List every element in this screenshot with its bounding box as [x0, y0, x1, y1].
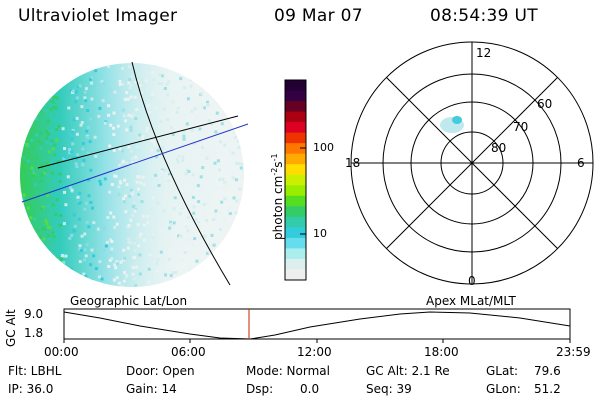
geographic-line — [37, 115, 239, 169]
timeline-tick-0600: 06:00 — [171, 345, 206, 359]
status-gain: Gain: 14 — [126, 382, 177, 396]
polar-label-70: 70 — [513, 120, 529, 134]
timeline-axis-name: GC Alt — [4, 309, 18, 347]
terminator-line — [131, 61, 231, 286]
status-glon-value: 51.2 — [534, 382, 561, 396]
instrument-title: Ultraviolet Imager — [18, 6, 178, 26]
status-gc-alt: GC Alt: 2.1 Re — [366, 364, 450, 378]
polar-label-80: 80 — [491, 141, 507, 155]
polar-label-0: 0 — [468, 274, 476, 288]
timeline-tick-1800: 18:00 — [424, 345, 459, 359]
status-mode: Mode: Normal — [246, 364, 330, 378]
status-dsp-value: 0.0 — [300, 382, 320, 396]
status-seq: Seq: 39 — [366, 382, 412, 396]
timeline-tick-0000: 00:00 — [44, 345, 79, 359]
polar-label-12: 12 — [476, 46, 492, 60]
magnetic-line — [21, 123, 249, 203]
timeline-tick-1200: 12:00 — [297, 345, 332, 359]
status-door: Door: Open — [126, 364, 195, 378]
colorbar-unit-s: s — [271, 161, 285, 168]
polar-label-18: 18 — [345, 156, 361, 170]
status-dsp-label: Dsp: — [246, 382, 274, 396]
status-glat-label: GLat: — [486, 364, 519, 378]
timeline-y-bottom: 1.8 — [24, 326, 44, 340]
colorbar-tick-100: 100 — [313, 141, 334, 154]
polar-plot — [350, 41, 594, 285]
colorbar-unit-label: photon cm-2s-1 — [270, 153, 285, 240]
colorbar-tick-10: 10 — [313, 227, 327, 240]
timeline-y-top: 9.0 — [24, 307, 44, 321]
status-glat-value: 79.6 — [534, 364, 561, 378]
status-glon-label: GLon: — [486, 382, 521, 396]
polar-label-60: 60 — [537, 97, 553, 111]
status-ip: IP: 36.0 — [8, 382, 54, 396]
timeline-left-title: Geographic Lat/Lon — [70, 294, 188, 308]
status-filter: Flt: LBHL — [8, 364, 62, 378]
colorbar-unit-exp1: -2 — [270, 167, 279, 176]
observation-time: 08:54:39 UT — [430, 6, 538, 26]
timeline-right-title: Apex MLat/MLT — [426, 294, 516, 308]
colorbar-unit-exp2: -1 — [270, 153, 279, 162]
timeline-tick-2359: 23:59 — [556, 345, 591, 359]
color-bar — [285, 80, 306, 281]
colorbar-unit-text: photon cm — [271, 175, 285, 240]
observation-date: 09 Mar 07 — [274, 6, 363, 26]
timeline-plot — [63, 308, 571, 343]
polar-label-6: 6 — [577, 156, 585, 170]
